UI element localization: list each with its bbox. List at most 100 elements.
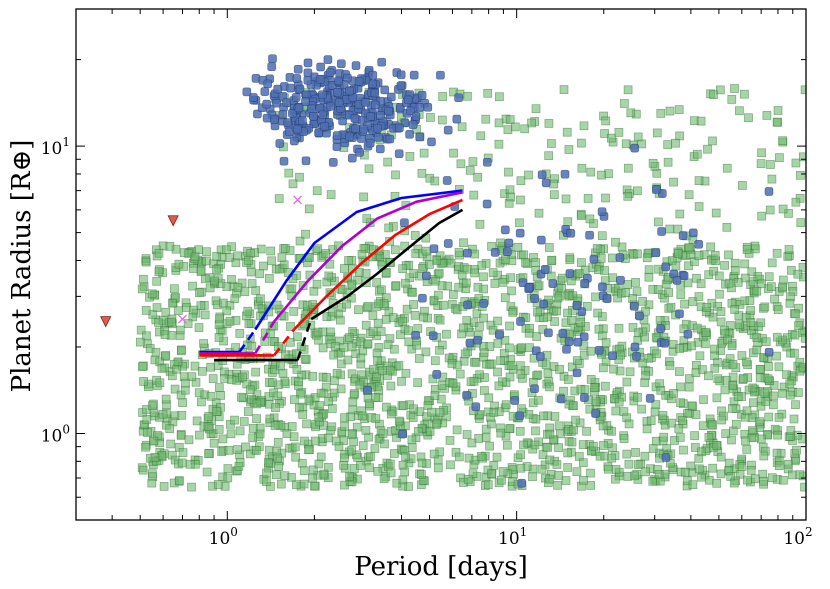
data-point bbox=[533, 370, 543, 380]
data-point bbox=[404, 326, 413, 336]
data-point bbox=[300, 436, 309, 446]
data-point bbox=[577, 258, 586, 267]
data-point bbox=[565, 269, 575, 278]
data-point bbox=[791, 309, 800, 319]
data-point bbox=[379, 474, 389, 484]
data-point bbox=[239, 417, 249, 426]
data-point bbox=[401, 452, 410, 462]
data-point bbox=[789, 414, 799, 424]
data-point bbox=[396, 81, 406, 91]
data-point bbox=[700, 328, 710, 338]
data-point bbox=[602, 294, 612, 303]
data-point bbox=[318, 90, 327, 100]
data-point bbox=[687, 341, 697, 351]
data-point bbox=[728, 380, 738, 390]
data-point bbox=[608, 273, 617, 283]
data-point bbox=[358, 411, 367, 421]
data-point bbox=[577, 138, 586, 148]
data-point bbox=[476, 452, 486, 461]
data-point bbox=[608, 351, 617, 361]
data-point bbox=[327, 404, 337, 413]
data-point bbox=[243, 306, 253, 316]
data-point bbox=[158, 410, 168, 419]
data-point bbox=[334, 76, 343, 86]
data-point bbox=[633, 460, 643, 469]
data-point bbox=[665, 361, 675, 370]
data-point bbox=[316, 62, 325, 72]
data-point bbox=[652, 349, 661, 359]
data-point bbox=[525, 323, 534, 333]
data-point bbox=[800, 333, 806, 343]
data-point bbox=[411, 112, 421, 121]
data-point bbox=[149, 436, 159, 446]
data-point bbox=[142, 331, 151, 341]
data-point bbox=[552, 306, 561, 316]
data-point bbox=[165, 241, 175, 251]
data-point bbox=[260, 87, 270, 96]
data-point bbox=[791, 158, 801, 168]
data-point bbox=[419, 148, 429, 158]
data-point bbox=[293, 64, 303, 74]
data-point bbox=[642, 424, 652, 434]
data-point bbox=[517, 478, 527, 488]
data-point bbox=[619, 434, 629, 443]
data-point bbox=[432, 256, 442, 265]
data-point bbox=[712, 393, 722, 403]
data-point bbox=[710, 363, 720, 373]
data-point bbox=[290, 395, 299, 404]
y-tick-label: 100 bbox=[41, 422, 70, 446]
data-point bbox=[467, 438, 477, 448]
data-point bbox=[742, 445, 752, 454]
data-point bbox=[398, 264, 408, 274]
data-point bbox=[479, 348, 489, 358]
data-point bbox=[427, 407, 436, 417]
data-point bbox=[278, 368, 288, 378]
data-point bbox=[196, 301, 206, 311]
data-point bbox=[524, 170, 533, 180]
data-point bbox=[730, 84, 739, 93]
data-point bbox=[583, 194, 593, 203]
data-point bbox=[295, 236, 305, 246]
data-point bbox=[742, 245, 752, 254]
data-point bbox=[554, 443, 563, 452]
data-point bbox=[213, 480, 223, 489]
data-point bbox=[139, 377, 148, 386]
data-point bbox=[413, 378, 423, 387]
data-point bbox=[772, 248, 782, 258]
data-point bbox=[421, 246, 431, 256]
data-point bbox=[579, 332, 589, 342]
data-point bbox=[278, 110, 288, 119]
data-point bbox=[274, 194, 284, 203]
data-point bbox=[580, 393, 589, 402]
data-point bbox=[640, 451, 650, 461]
data-point bbox=[611, 406, 621, 416]
data-point bbox=[365, 138, 375, 148]
data-point bbox=[137, 284, 147, 294]
data-point bbox=[572, 467, 582, 477]
data-point bbox=[385, 459, 395, 469]
data-point bbox=[224, 445, 234, 455]
data-point bbox=[454, 93, 463, 103]
data-point bbox=[267, 62, 277, 72]
data-point bbox=[307, 104, 316, 114]
data-point bbox=[304, 396, 314, 406]
data-point bbox=[591, 292, 600, 302]
data-point bbox=[312, 186, 322, 196]
data-point bbox=[407, 435, 417, 445]
data-point bbox=[326, 190, 336, 199]
data-point bbox=[676, 382, 685, 392]
data-point bbox=[516, 361, 525, 371]
data-point bbox=[482, 157, 492, 167]
data-point bbox=[773, 305, 783, 314]
data-point bbox=[386, 409, 396, 419]
data-point bbox=[790, 330, 800, 340]
data-point bbox=[798, 263, 806, 272]
data-point bbox=[543, 443, 552, 452]
data-point bbox=[199, 339, 208, 348]
data-point bbox=[190, 252, 200, 262]
data-point bbox=[586, 468, 595, 478]
data-point bbox=[656, 109, 666, 118]
data-point bbox=[286, 337, 295, 347]
data-point bbox=[233, 251, 242, 261]
data-point bbox=[734, 320, 744, 330]
